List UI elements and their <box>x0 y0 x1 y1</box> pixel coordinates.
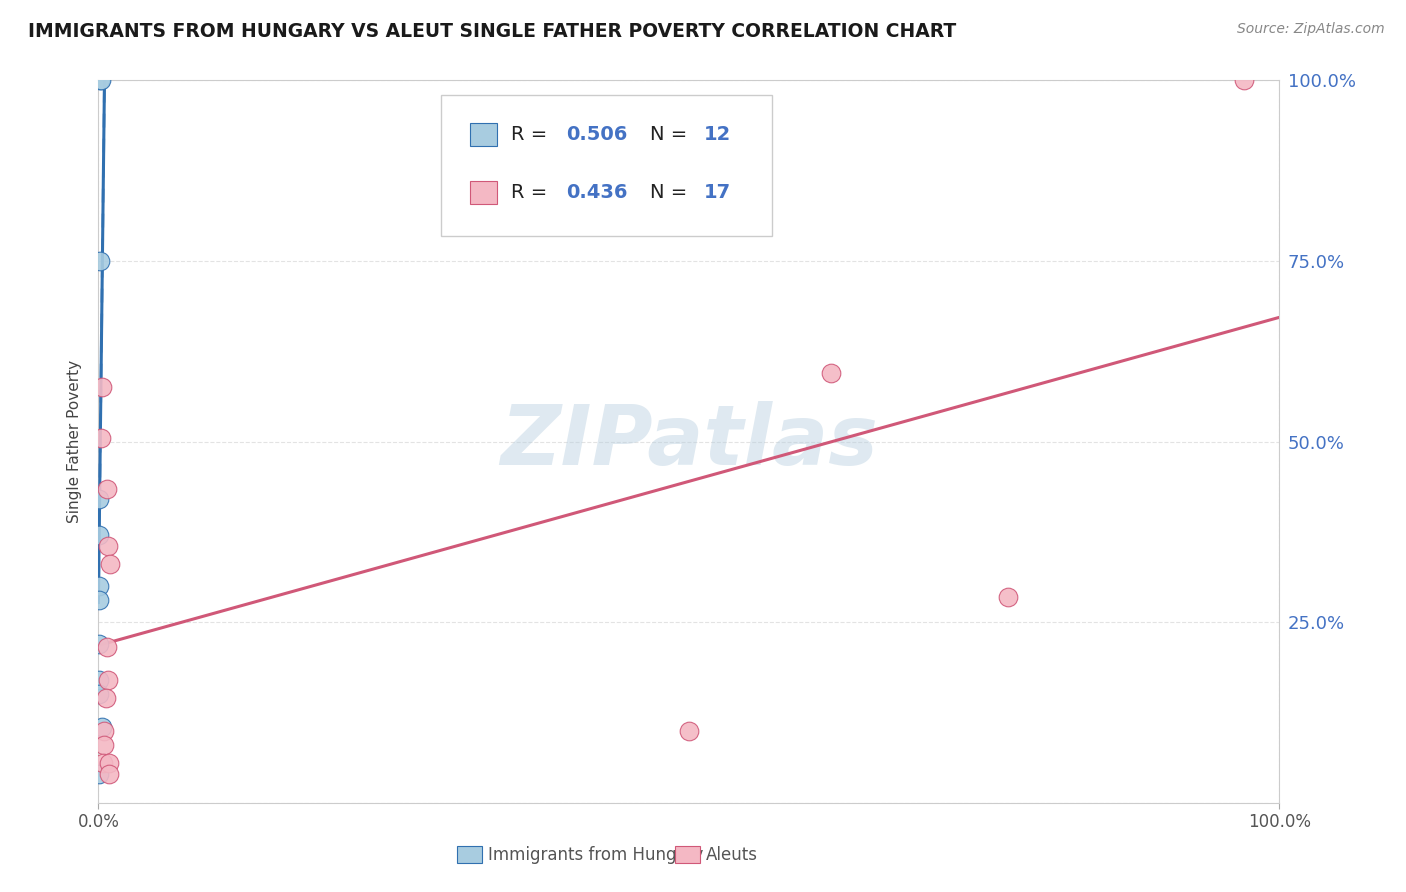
Point <box>91 720 114 734</box>
Point <box>87 767 110 781</box>
Text: 0.506: 0.506 <box>567 125 628 144</box>
Text: 0.436: 0.436 <box>567 183 628 202</box>
Point <box>997 590 1019 604</box>
Text: 17: 17 <box>703 183 731 202</box>
FancyBboxPatch shape <box>471 181 496 204</box>
Text: IMMIGRANTS FROM HUNGARY VS ALEUT SINGLE FATHER POVERTY CORRELATION CHART: IMMIGRANTS FROM HUNGARY VS ALEUT SINGLE … <box>28 22 956 41</box>
Point <box>98 558 121 572</box>
Text: Immigrants from Hungary: Immigrants from Hungary <box>488 846 703 863</box>
Text: Aleuts: Aleuts <box>706 846 758 863</box>
Point <box>87 637 110 651</box>
Point <box>93 738 115 752</box>
Point <box>97 539 120 553</box>
Point <box>87 492 110 507</box>
FancyBboxPatch shape <box>441 95 772 235</box>
Text: R =: R = <box>510 183 554 202</box>
Text: ZIPatlas: ZIPatlas <box>501 401 877 482</box>
Point <box>87 673 110 687</box>
Point <box>87 528 110 542</box>
Point <box>91 756 114 770</box>
Point <box>96 482 118 496</box>
Point <box>93 723 115 738</box>
Text: 12: 12 <box>703 125 731 144</box>
Text: N =: N = <box>651 183 695 202</box>
Point <box>678 723 700 738</box>
Point <box>90 431 112 445</box>
Y-axis label: Single Father Poverty: Single Father Poverty <box>67 360 83 523</box>
Point <box>96 640 118 655</box>
Point <box>90 73 112 87</box>
Point <box>1233 73 1256 87</box>
Text: Source: ZipAtlas.com: Source: ZipAtlas.com <box>1237 22 1385 37</box>
Point <box>89 73 111 87</box>
Point <box>94 691 117 706</box>
FancyBboxPatch shape <box>471 123 496 146</box>
Point <box>89 253 111 268</box>
Point <box>87 687 110 701</box>
Point <box>91 380 114 394</box>
Text: N =: N = <box>651 125 695 144</box>
Point <box>98 756 121 770</box>
Point <box>87 593 110 607</box>
Point <box>98 767 121 781</box>
Text: R =: R = <box>510 125 554 144</box>
Point <box>97 673 120 687</box>
Point <box>87 579 110 593</box>
Point <box>820 366 842 380</box>
